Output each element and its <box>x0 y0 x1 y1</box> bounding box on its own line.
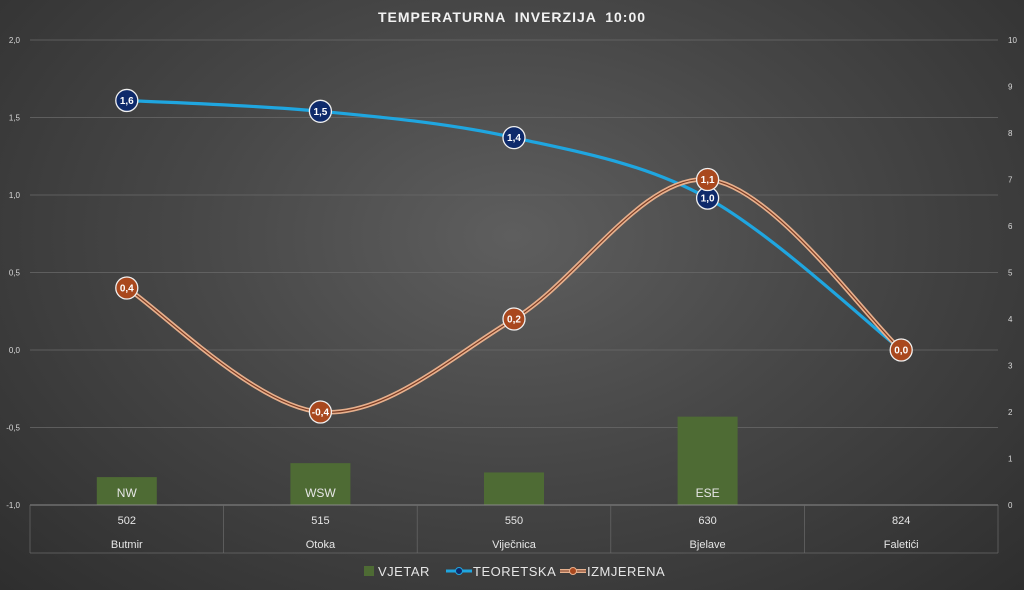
y-left-tick-label: 1,0 <box>9 191 21 200</box>
legend-label-vjetar: VJETAR <box>378 564 430 579</box>
izmjerena-data-label: 1,1 <box>701 175 715 186</box>
x-tick-label-elevation: 824 <box>892 515 910 527</box>
izmjerena-point <box>308 400 333 424</box>
izmjerena-data-label: 0,2 <box>507 315 521 326</box>
wind-bar <box>290 463 351 505</box>
y-left-tick-label: -1,0 <box>6 501 20 510</box>
y-left-tick-label: 2,0 <box>9 36 21 45</box>
y-right-tick-label: 5 <box>1008 269 1013 278</box>
teoretska-data-label: 1,6 <box>120 96 134 107</box>
y-right-tick-label: 0 <box>1008 501 1013 510</box>
wind-bar-label: WSW <box>305 486 336 500</box>
teoretska-point <box>308 99 333 123</box>
wind-bar <box>484 472 544 505</box>
y-left-tick-label: 1,5 <box>9 114 21 123</box>
x-tick-label-elevation: 630 <box>698 515 716 527</box>
y-right-tick-label: 6 <box>1008 222 1013 231</box>
x-tick-label-elevation: 515 <box>311 515 329 527</box>
y-left-tick-label: 0,0 <box>9 346 21 355</box>
series-markers: 1,6 1,5 1,4 1,0 0,4 -0,4 0,2 1,1 0,0 <box>115 88 913 424</box>
y-right-tick-label: 7 <box>1008 176 1013 185</box>
izmjerena-data-label: 0,0 <box>894 346 908 357</box>
x-tick-label-elevation: 550 <box>505 515 523 527</box>
x-tick-label-station: Otoka <box>306 539 336 551</box>
teoretska-point <box>115 88 139 113</box>
izmjerena-point <box>115 276 139 300</box>
izmjerena-line <box>125 177 903 415</box>
izmjerena-data-label: 0,4 <box>120 284 134 295</box>
legend: VJETAR TEORETSKA IZMJERENA <box>364 564 665 579</box>
izmjerena-point <box>889 338 913 362</box>
izmjerena-point <box>502 307 526 331</box>
izmjerena-data-label: -0,4 <box>312 408 330 419</box>
teoretska-data-label: 1,4 <box>507 133 521 144</box>
y-left-tick-label: -0,5 <box>6 424 20 433</box>
x-tick-label-station: Bjelave <box>690 539 726 551</box>
x-tick-label-elevation: 502 <box>118 515 136 527</box>
teoretska-data-label: 1,5 <box>313 107 327 118</box>
axes: -1,0 -0,5 0,0 0,5 1,0 1,5 2,0 0 1 2 3 4 5 6 7 8 9 10 502 Bu… <box>6 36 1017 554</box>
y-left-tick-label: 0,5 <box>9 269 21 278</box>
y-right-tick-label: 9 <box>1008 83 1013 92</box>
x-tick-label-station: Viječnica <box>492 539 537 551</box>
legend-marker-teoretska <box>455 567 463 575</box>
x-tick-label-station: Faletići <box>884 539 919 551</box>
x-tick-label-station: Butmir <box>111 539 143 551</box>
wind-bar-label: ESE <box>696 486 720 500</box>
wind-bar-label: NW <box>117 486 138 500</box>
legend-label-izmjerena: IZMJERENA <box>587 564 665 579</box>
legend-swatch-vjetar <box>364 566 374 576</box>
y-right-tick-label: 8 <box>1008 129 1013 138</box>
teoretska-data-label: 1,0 <box>701 194 715 205</box>
y-right-tick-label: 10 <box>1008 36 1017 45</box>
teoretska-point <box>502 125 526 150</box>
wind-bar <box>96 477 157 505</box>
y-right-tick-label: 1 <box>1008 455 1013 464</box>
y-right-tick-label: 3 <box>1008 362 1013 371</box>
chart-title: TEMPERATURNA INVERZIJA 10:00 <box>378 9 646 25</box>
gridlines <box>30 39 998 428</box>
izmjerena-point <box>695 167 720 192</box>
wind-bar <box>677 416 738 505</box>
y-right-tick-label: 4 <box>1008 315 1013 324</box>
legend-label-teoretska: TEORETSKA <box>473 564 556 579</box>
legend-marker-izmjerena <box>569 567 577 575</box>
wind-bars: NW WSW ESE <box>96 416 738 505</box>
y-right-tick-label: 2 <box>1008 408 1013 417</box>
